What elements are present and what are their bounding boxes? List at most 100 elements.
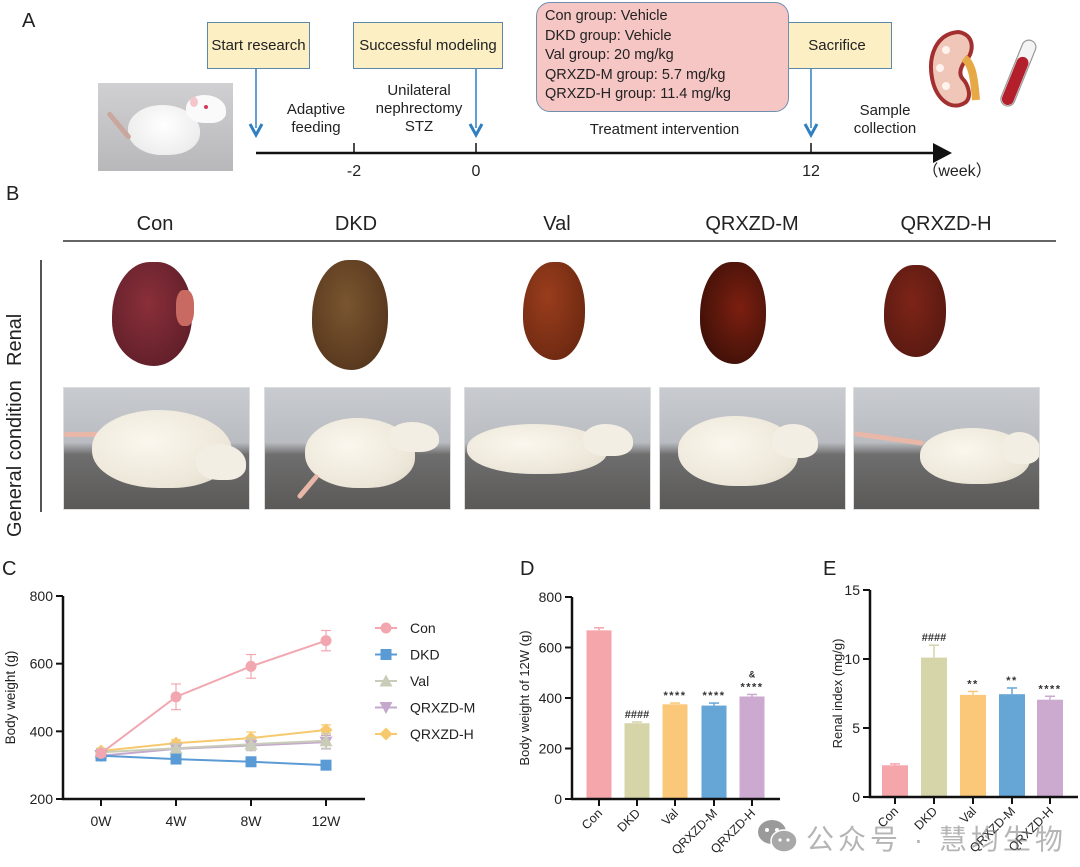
header-divider [63,240,1056,242]
y-tick-label: 800 [539,589,563,605]
group-line: QRXZD-M group: 5.7 mg/kg [545,66,726,83]
data-point [245,756,257,768]
watermark-text: 公众号 · 慧均生物 [806,824,1067,855]
legend-marker [380,649,392,660]
bar-dkd [624,723,650,799]
kidney-hilum [176,290,194,326]
adaptive-feeding-label: Adaptive feeding [286,101,346,136]
y-tick-label: 0 [554,791,562,807]
bar-qrxzd-h [1037,699,1063,797]
legend-marker [379,674,393,687]
series-line-val [100,739,327,754]
x-tick-label: 0W [91,813,113,829]
blood-tube-icon [1000,39,1037,107]
significance-label: ** [967,678,979,690]
arrow-start-head [248,123,264,139]
y-tick-label: 200 [30,791,54,807]
y-tick-label: 15 [844,582,860,598]
data-point [95,747,107,759]
data-point [320,635,332,647]
group-header-qrxzd-h: QRXZD-H [900,213,992,235]
chart-body-weight-line: 200 400 600 800 0W 4W 8W 12W Body weight (g) Con D… [3,588,475,829]
tick-label: 0 [471,163,481,180]
timeline-arrowhead [933,143,952,163]
rat-photo [98,83,233,171]
data-point [170,753,182,765]
successful-modeling-box: Successful modeling [353,22,503,69]
series-line-con [100,639,327,755]
bar-dkd [921,657,947,797]
x-tick-label: Val [659,806,681,828]
tick-label: 12 [802,163,820,180]
rat-photo-con [63,387,250,510]
significance-label: **** [740,681,763,693]
tick-label: -2 [346,163,362,180]
x-tick-label: 12W [312,813,342,829]
rat-photo-qrxzd-h [853,387,1040,510]
bar-qrxzd-m [701,705,727,799]
rat-photo-val [464,387,651,510]
panel-label-b: B [6,183,20,205]
bar-qrxzd-h [739,696,765,799]
x-tick-label: 8W [241,813,263,829]
start-research-box: Start research [207,22,310,69]
group-header-dkd: DKD [334,213,378,235]
panel-label-a: A [22,10,36,32]
kidney-photo-qrxzd-m [700,262,766,364]
group-header-con: Con [136,213,174,235]
legend-marker [379,702,393,714]
data-point [319,734,333,747]
group-header-val: Val [543,213,571,235]
treatment-intervention-label: Treatment intervention [589,121,740,138]
x-tick-label: 4W [166,813,188,829]
y-tick-label: 400 [30,723,54,739]
data-point [244,737,258,750]
rat-photo-qrxzd-m [659,387,846,510]
bar-val [662,704,688,799]
data-point [245,660,257,672]
y-axis-label: Renal index (mg/g) [830,639,845,749]
legend-label: Val [410,673,429,689]
panel-label-e: E [823,558,837,580]
group-line: DKD group: Vehicle [545,27,672,44]
y-tick-label: 400 [539,690,563,706]
row-label-general-condition: General condition [4,380,26,537]
significance-label: **** [663,690,686,702]
y-tick-label: 200 [539,741,563,757]
x-tick-label: Con [579,806,605,832]
arrow-modeling-head [468,123,484,139]
kidney-photo-val [523,262,585,360]
bar-con [882,765,908,797]
group-header-qrxzd-m: QRXZD-M [705,213,799,235]
x-tick-label: DKD [615,806,644,835]
row-label-renal: Renal [4,313,26,366]
row-label-divider [40,260,42,512]
data-point [169,741,183,754]
significance-label: ** [1006,675,1018,687]
kidney-icon [929,29,980,108]
y-tick-label: 10 [844,651,860,667]
legend-label: QRXZD-H [410,726,474,742]
legend-label: Con [410,620,436,636]
significance-label: & [749,669,756,679]
series-line-dkd [100,754,327,767]
kidney-photo-qrxzd-h [884,265,946,357]
y-tick-label: 800 [30,588,54,604]
nephrectomy-label: Unilateral nephrectomy STZ [375,82,463,135]
treatment-groups-box: Con group: Vehicle DKD group: Vehicle Va… [536,2,789,112]
panel-label-c: C [2,558,17,580]
significance-label: #### [625,709,649,721]
bar-con [586,630,612,799]
sacrifice-box: Sacrifice [782,22,892,69]
significance-label: #### [922,632,946,644]
group-line: Val group: 20 mg/kg [545,47,674,63]
arrow-sacrifice-head [803,123,819,139]
week-unit-label: （week） [922,163,992,180]
group-line: QRXZD-H group: 11.4 mg/kg [545,86,731,102]
chart-body-weight-12w-bar: Con####DKD****Val****QRXZD-M&****QRXZD-H… [517,589,780,857]
chart-renal-index-bar: Con####DKD**Val**QRXZD-M****QRXZD-H05101… [830,582,1078,855]
kidney-photo-dkd [312,260,388,370]
legend-marker [379,727,393,741]
legend-label: QRXZD-M [410,700,475,716]
y-tick-label: 0 [852,789,860,805]
